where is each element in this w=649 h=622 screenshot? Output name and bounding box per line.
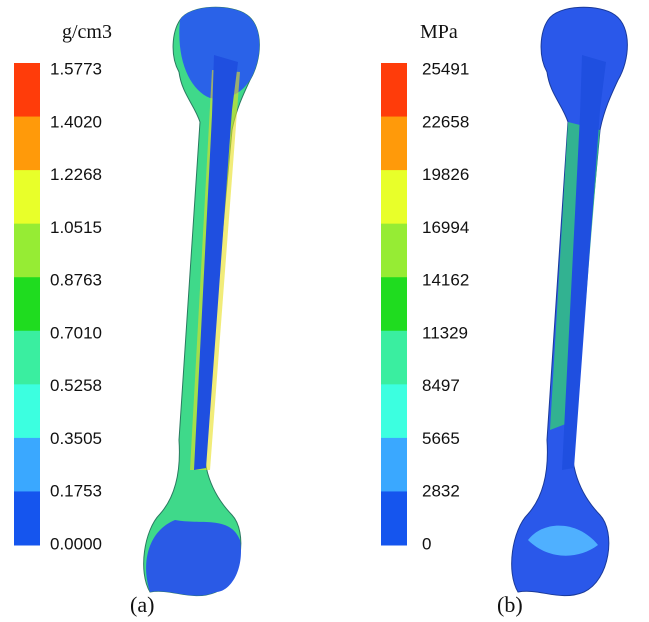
colorbar-label: 0.8763: [50, 271, 102, 290]
colorbar-label: 5665: [422, 429, 460, 448]
colorbar-label: 0.1753: [50, 482, 102, 501]
colorbar-band: [14, 384, 40, 439]
colorbar-label: 1.0515: [50, 218, 102, 237]
colorbar-label: 0.5258: [50, 376, 102, 395]
colorbar-label: 0.3505: [50, 429, 102, 448]
caption: (b): [497, 592, 523, 617]
colorbar-label: 22658: [422, 112, 469, 131]
colorbar-label: 0.0000: [50, 534, 102, 553]
unit-label: MPa: [420, 21, 458, 43]
colorbar-band: [14, 223, 40, 278]
colorbar-label: 0: [422, 534, 431, 553]
colorbar-label: 16994: [422, 218, 469, 237]
colorbar-label: 1.2268: [50, 165, 102, 184]
colorbar-band: [381, 277, 407, 332]
colorbar-band: [381, 330, 407, 385]
unit-label: g/cm3: [62, 21, 112, 43]
femur-b: [511, 6, 628, 597]
colorbar-band: [14, 116, 40, 171]
colorbar-band: [381, 116, 407, 171]
caption: (a): [130, 592, 154, 617]
colorbar-band: [14, 330, 40, 385]
colorbar-band: [14, 491, 40, 546]
colorbar-label: 8497: [422, 376, 460, 395]
colorbar-label: 19826: [422, 165, 469, 184]
colorbar-band: [14, 63, 40, 118]
colorbar-label: 1.5773: [50, 59, 102, 78]
colorbar-label: 1.4020: [50, 112, 102, 131]
colorbar-band: [381, 63, 407, 118]
colorbar-label: 0.7010: [50, 323, 102, 342]
colorbar-label: 25491: [422, 59, 469, 78]
femur-a: [143, 6, 260, 597]
colorbar-label: 2832: [422, 482, 460, 501]
colorbar-label: 14162: [422, 271, 469, 290]
colorbar-band: [381, 223, 407, 278]
colorbar-band: [381, 170, 407, 225]
colorbar-band: [14, 437, 40, 492]
colorbar-band: [381, 491, 407, 546]
colorbar-label: 11329: [422, 323, 468, 342]
colorbar-band: [14, 277, 40, 332]
colorbar-band: [381, 384, 407, 439]
colorbar-band: [14, 170, 40, 225]
colorbar-band: [381, 437, 407, 492]
